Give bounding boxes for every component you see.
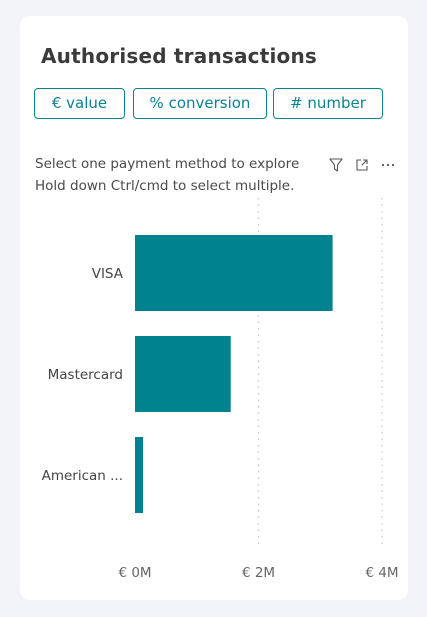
visual-header-icons: [328, 156, 396, 174]
conversion-toggle-button[interactable]: % conversion: [133, 88, 267, 119]
chart-hint-line2: Hold down Ctrl/cmd to select multiple.: [35, 178, 295, 194]
bar-chart: VISA Mastercard American ... € 0M € 2M € 4M: [42, 198, 399, 581]
bar[interactable]: [135, 437, 144, 513]
bar[interactable]: [135, 336, 231, 412]
category-label[interactable]: American ...: [42, 468, 123, 484]
number-toggle-button[interactable]: # number: [273, 88, 383, 119]
bar[interactable]: [135, 235, 333, 311]
x-tick-label: € 4M: [365, 565, 398, 581]
bars: [135, 235, 333, 513]
x-tick-label: € 2M: [242, 565, 275, 581]
chart-card: Authorised transactions € value % conver…: [20, 16, 408, 600]
x-tick-label: € 0M: [118, 565, 151, 581]
category-label[interactable]: Mastercard: [48, 367, 123, 383]
more-options-icon[interactable]: [380, 157, 396, 173]
category-label[interactable]: VISA: [92, 266, 124, 282]
x-tick-labels: € 0M € 2M € 4M: [118, 565, 398, 581]
card-title: Authorised transactions: [41, 44, 318, 68]
category-labels: VISA Mastercard American ...: [42, 266, 124, 484]
chart-hint-line1: Select one payment method to explore: [35, 156, 300, 172]
expand-icon[interactable]: [354, 157, 370, 173]
filter-icon[interactable]: [328, 157, 344, 173]
value-toggle-button[interactable]: € value: [34, 88, 125, 119]
